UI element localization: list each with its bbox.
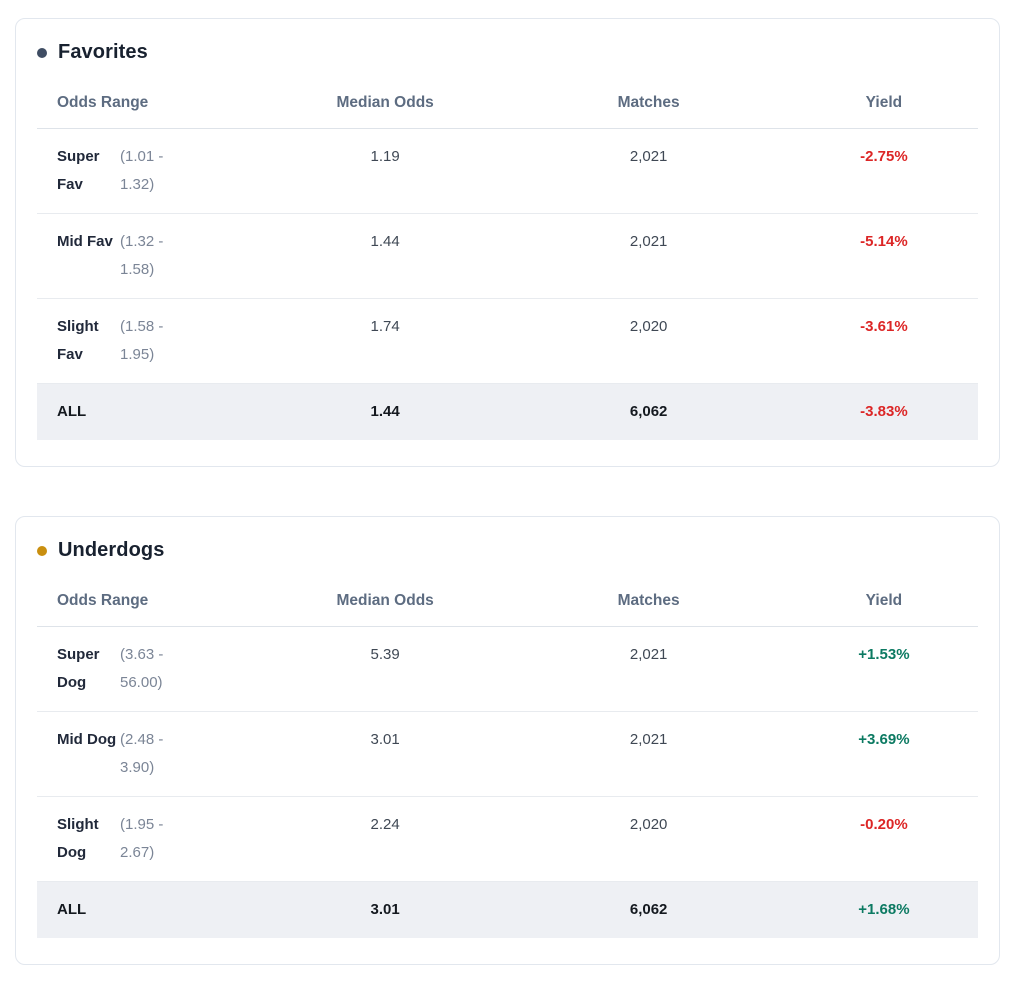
odds-range-cell: Super Fav (1.01 - 1.32): [37, 128, 263, 214]
median-odds-value: 1.19: [262, 128, 508, 214]
odds-range-bounds: (1.95 - 2.67): [120, 816, 164, 861]
yield-value: -5.14%: [789, 213, 978, 299]
odds-range-name: Mid Fav: [57, 233, 113, 250]
odds-table: Odds Range Median Odds Matches Yield Sup…: [37, 578, 978, 938]
bullet-dot-icon: [37, 47, 47, 58]
matches-value: 2,021: [507, 711, 790, 797]
odds-range-cell: Mid Dog (2.48 - 3.90): [37, 711, 263, 797]
table-header-row: Odds Range Median Odds Matches Yield: [37, 80, 978, 129]
matches-value: 2,021: [507, 213, 790, 299]
median-odds-value: 1.44: [262, 213, 508, 299]
median-odds-value: 1.74: [262, 298, 508, 384]
stats-card: Underdogs Odds Range Median Odds Matches…: [15, 516, 1000, 965]
odds-range-bounds: (2.48 - 3.90): [120, 731, 164, 776]
col-header-odds-range: Odds Range: [37, 80, 263, 129]
col-header-yield: Yield: [789, 80, 978, 129]
col-header-median-odds: Median Odds: [262, 80, 508, 129]
col-header-yield: Yield: [789, 578, 978, 627]
yield-value: +1.53%: [789, 626, 978, 712]
total-label: ALL: [37, 881, 263, 938]
bullet-dot-icon: [37, 545, 47, 556]
total-matches: 6,062: [507, 383, 790, 440]
yield-value: -0.20%: [789, 796, 978, 882]
odds-range-cell: Mid Fav (1.32 - 1.58): [37, 213, 263, 299]
table-row: Mid Dog (2.48 - 3.90) 3.01 2,021 +3.69%: [37, 711, 978, 797]
median-odds-value: 5.39: [262, 626, 508, 712]
total-yield: -3.83%: [789, 383, 978, 440]
odds-range-cell: Super Dog (3.63 - 56.00): [37, 626, 263, 712]
odds-range-bounds: (1.32 - 1.58): [120, 233, 164, 278]
odds-range-name: Mid Dog: [57, 731, 117, 748]
table-row: Super Dog (3.63 - 56.00) 5.39 2,021 +1.5…: [37, 626, 978, 712]
card-title-text: Underdogs: [58, 539, 165, 561]
total-row: ALL 1.44 6,062 -3.83%: [37, 383, 978, 440]
odds-range-name: Slight Fav: [57, 318, 99, 363]
matches-value: 2,021: [507, 626, 790, 712]
total-yield: +1.68%: [789, 881, 978, 938]
matches-value: 2,021: [507, 128, 790, 214]
odds-range-name: Slight Dog: [57, 816, 99, 861]
odds-range-name: Super Fav: [57, 148, 100, 193]
card-title: Underdogs: [37, 539, 978, 562]
odds-range-bounds: (1.01 - 1.32): [120, 148, 164, 193]
odds-range-bounds: (3.63 - 56.00): [120, 646, 164, 691]
table-row: Slight Dog (1.95 - 2.67) 2.24 2,020 -0.2…: [37, 796, 978, 882]
table-header-row: Odds Range Median Odds Matches Yield: [37, 578, 978, 627]
card-title: Favorites: [37, 41, 978, 64]
col-header-matches: Matches: [507, 80, 790, 129]
col-header-odds-range: Odds Range: [37, 578, 263, 627]
median-odds-value: 3.01: [262, 711, 508, 797]
yield-value: -3.61%: [789, 298, 978, 384]
total-label: ALL: [37, 383, 263, 440]
table-row: Slight Fav (1.58 - 1.95) 1.74 2,020 -3.6…: [37, 298, 978, 384]
matches-value: 2,020: [507, 796, 790, 882]
odds-table: Odds Range Median Odds Matches Yield Sup…: [37, 80, 978, 440]
card-title-text: Favorites: [58, 41, 148, 63]
total-row: ALL 3.01 6,062 +1.68%: [37, 881, 978, 938]
odds-range-name: Super Dog: [57, 646, 100, 691]
stats-card: Favorites Odds Range Median Odds Matches…: [15, 18, 1000, 467]
odds-range-cell: Slight Fav (1.58 - 1.95): [37, 298, 263, 384]
odds-range-cell: Slight Dog (1.95 - 2.67): [37, 796, 263, 882]
page: Favorites Odds Range Median Odds Matches…: [15, 18, 1000, 965]
table-row: Super Fav (1.01 - 1.32) 1.19 2,021 -2.75…: [37, 128, 978, 214]
odds-range-bounds: (1.58 - 1.95): [120, 318, 164, 363]
total-matches: 6,062: [507, 881, 790, 938]
median-odds-value: 2.24: [262, 796, 508, 882]
col-header-matches: Matches: [507, 578, 790, 627]
table-row: Mid Fav (1.32 - 1.58) 1.44 2,021 -5.14%: [37, 213, 978, 299]
yield-value: +3.69%: [789, 711, 978, 797]
total-median-odds: 3.01: [262, 881, 508, 938]
col-header-median-odds: Median Odds: [262, 578, 508, 627]
matches-value: 2,020: [507, 298, 790, 384]
yield-value: -2.75%: [789, 128, 978, 214]
total-median-odds: 1.44: [262, 383, 508, 440]
